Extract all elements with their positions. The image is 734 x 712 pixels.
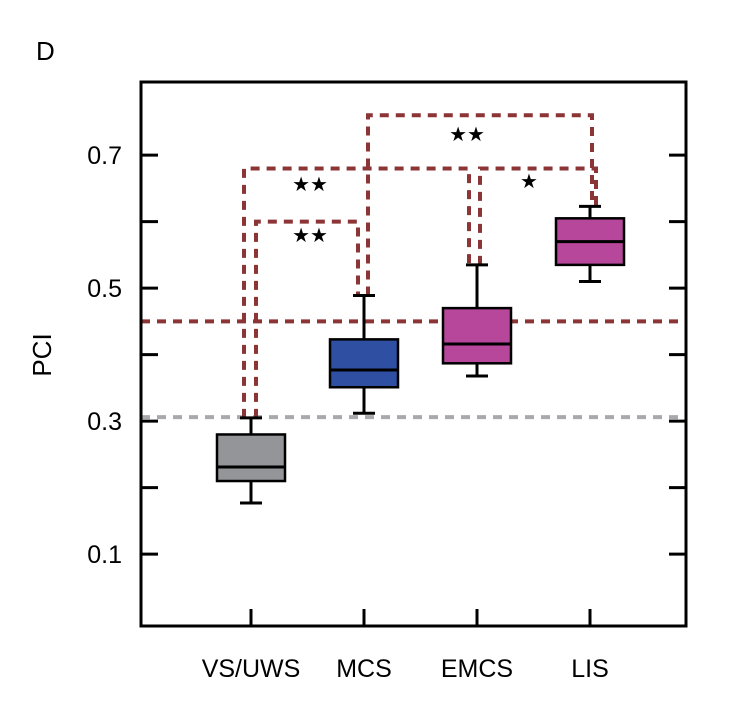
significance-stars: ★★ (292, 172, 328, 196)
significance-stars: ★★ (292, 223, 328, 247)
significance-bracket (254, 219, 360, 418)
box-mcs (328, 293, 400, 415)
x-ticks: VS/UWS MCS EMCS LIS (202, 609, 609, 683)
y-ticks: 0.1 0.3 0.5 0.7 (87, 142, 686, 569)
box-iqr (441, 306, 513, 365)
x-tick-label: MCS (336, 655, 392, 683)
reference-lines (141, 319, 686, 420)
box-lis (554, 204, 626, 284)
y-axis-label: PCI (27, 333, 57, 376)
box-vsuws (215, 416, 287, 505)
plot-frame (139, 80, 688, 628)
box-emcs (441, 263, 513, 378)
box-iqr (328, 338, 400, 389)
y-tick-label: 0.5 (87, 275, 122, 303)
x-tick-label: LIS (571, 655, 609, 683)
y-tick-label: 0.1 (87, 541, 122, 569)
box-iqr (215, 433, 287, 483)
significance-brackets: ★★★★ ★★★ (242, 113, 598, 418)
significance-bracket (478, 166, 598, 265)
boxes (215, 204, 626, 505)
significance-stars: ★ (520, 169, 538, 193)
y-tick-label: 0.7 (87, 142, 122, 170)
y-tick-label: 0.3 (87, 408, 122, 436)
x-tick-label: EMCS (441, 655, 513, 683)
x-tick-label: VS/UWS (202, 655, 301, 683)
panel-label: D (36, 36, 55, 66)
significance-stars: ★★ (449, 122, 485, 146)
significance-bracket (366, 113, 594, 296)
